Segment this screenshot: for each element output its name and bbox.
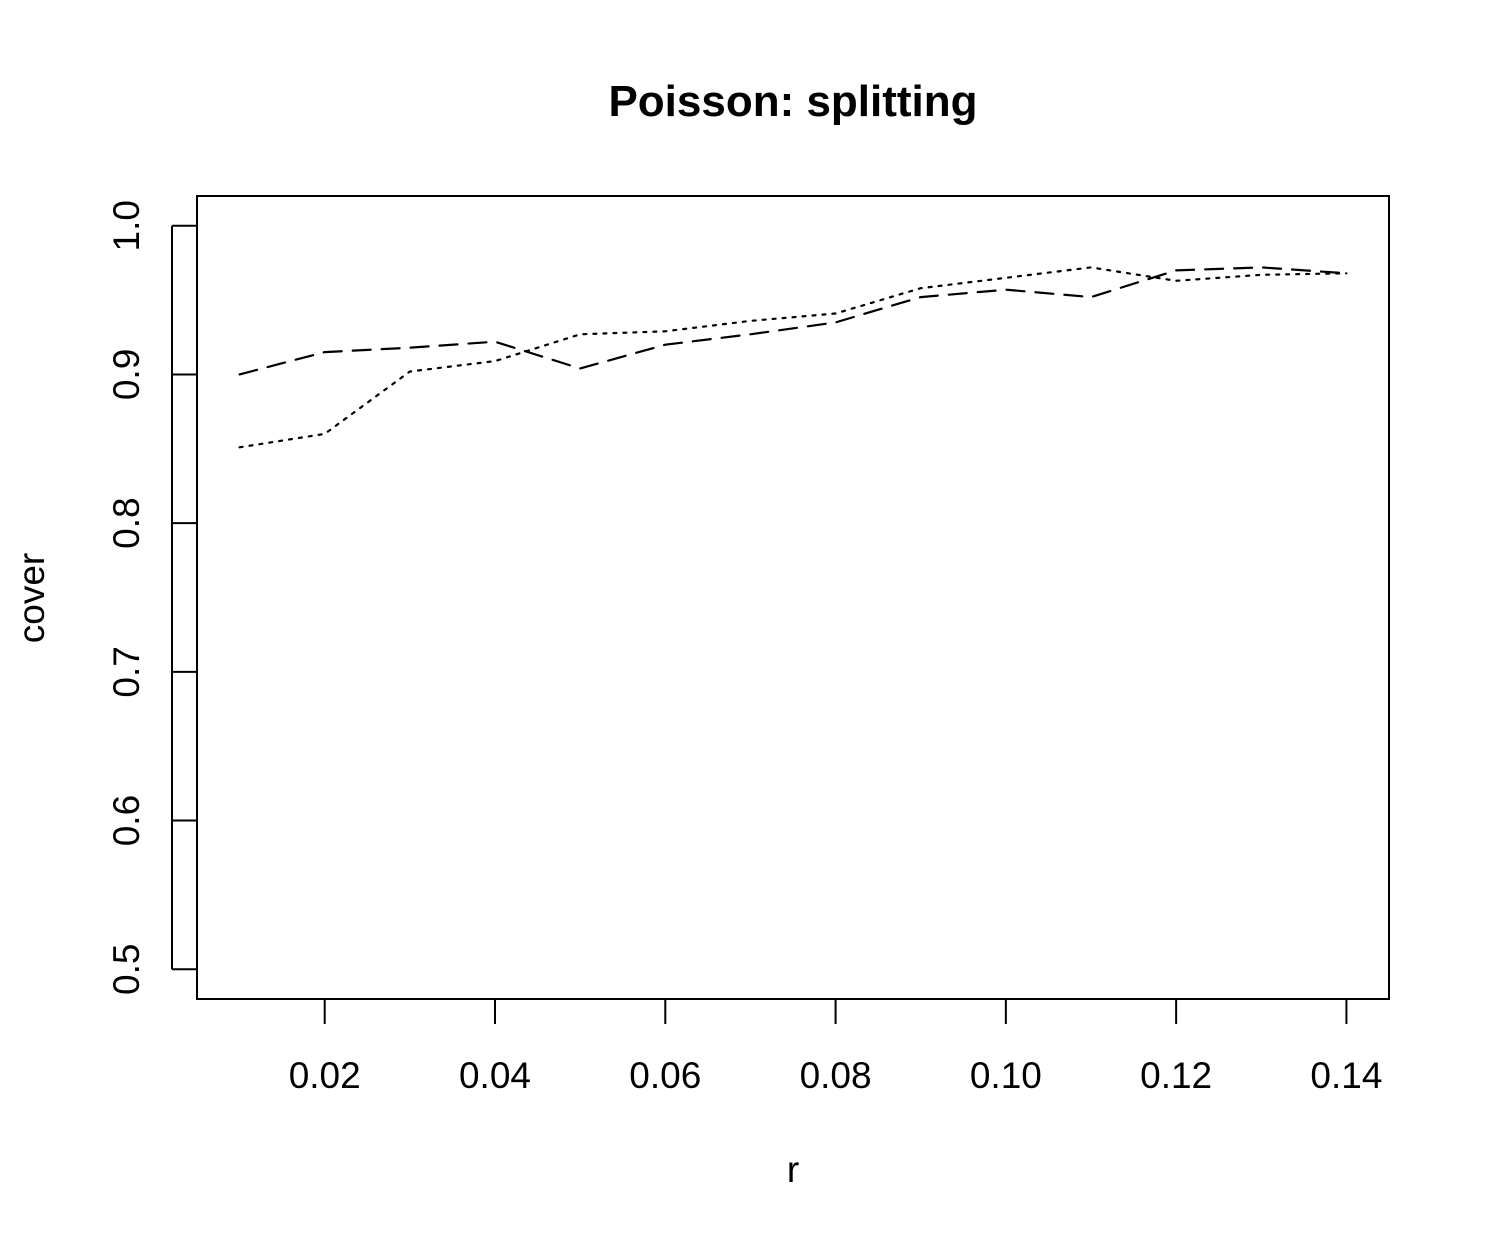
y-axis: 0.5 0.6 0.7 0.8 0.9 1.0 [106, 200, 197, 995]
y-tick-label: 0.5 [106, 944, 147, 995]
y-tick-label: 1.0 [106, 200, 147, 251]
y-tick-label: 0.9 [106, 349, 147, 400]
series-layer [238, 266, 1348, 449]
y-tick-label: 0.8 [106, 497, 147, 548]
series-line-dotted [238, 266, 1348, 449]
x-tick-label: 0.04 [459, 1055, 531, 1096]
x-tick-label: 0.10 [970, 1055, 1042, 1096]
series-1-point [577, 331, 583, 337]
x-tick-label: 0.12 [1140, 1055, 1212, 1096]
y-tick-label: 0.7 [106, 646, 147, 697]
x-axis: 0.02 0.04 0.06 0.08 0.10 0.12 0.14 [289, 998, 1382, 1096]
x-tick-label: 0.02 [289, 1055, 361, 1096]
series-line-dashed [238, 266, 1348, 376]
x-tick-label: 0.06 [629, 1055, 701, 1096]
x-tick-label: 0.08 [800, 1055, 872, 1096]
x-tick-label: 0.14 [1310, 1055, 1382, 1096]
y-tick-label: 0.6 [106, 795, 147, 846]
x-axis-label: r [787, 1149, 799, 1190]
y-axis-label: cover [11, 553, 52, 643]
chart-title: Poisson: splitting [608, 77, 977, 126]
